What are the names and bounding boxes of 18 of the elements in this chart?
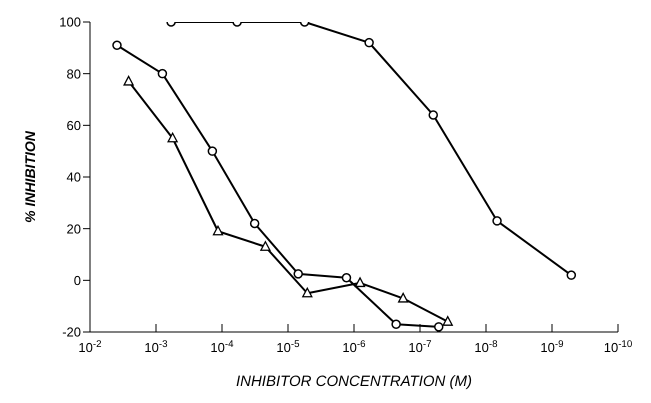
x-tick-label: 10$^{-7}$ <box>408 338 432 355</box>
x-axis-title: INHIBITOR CONCENTRATION (M) <box>236 373 472 390</box>
y-tick-label: 40 <box>66 170 81 185</box>
y-tick-label: 80 <box>66 66 81 82</box>
x-tick-label: 10$^{-6}$ <box>342 338 366 355</box>
x-tick-label: 10$^{-8}$ <box>474 338 498 355</box>
y-tick-label: 60 <box>66 118 81 133</box>
x-tick-label: 10$^{-10}$ <box>604 338 633 355</box>
x-tick-label: 10$^{-2}$ <box>78 338 102 355</box>
x-tick-label: 10$^{-4}$ <box>210 338 234 355</box>
y-tick-label: -20 <box>62 324 81 340</box>
x-tick-label: 10$^{-9}$ <box>540 338 564 355</box>
y-tick-label: 0 <box>74 272 81 288</box>
x-tick-label: 10$^{-3}$ <box>144 338 168 355</box>
y-tick-label: 100 <box>59 14 81 30</box>
y-tick-label: 20 <box>66 221 81 236</box>
x-tick-label: 10$^{-5}$ <box>276 338 300 355</box>
y-axis-title: % INHIBITION <box>22 130 38 223</box>
